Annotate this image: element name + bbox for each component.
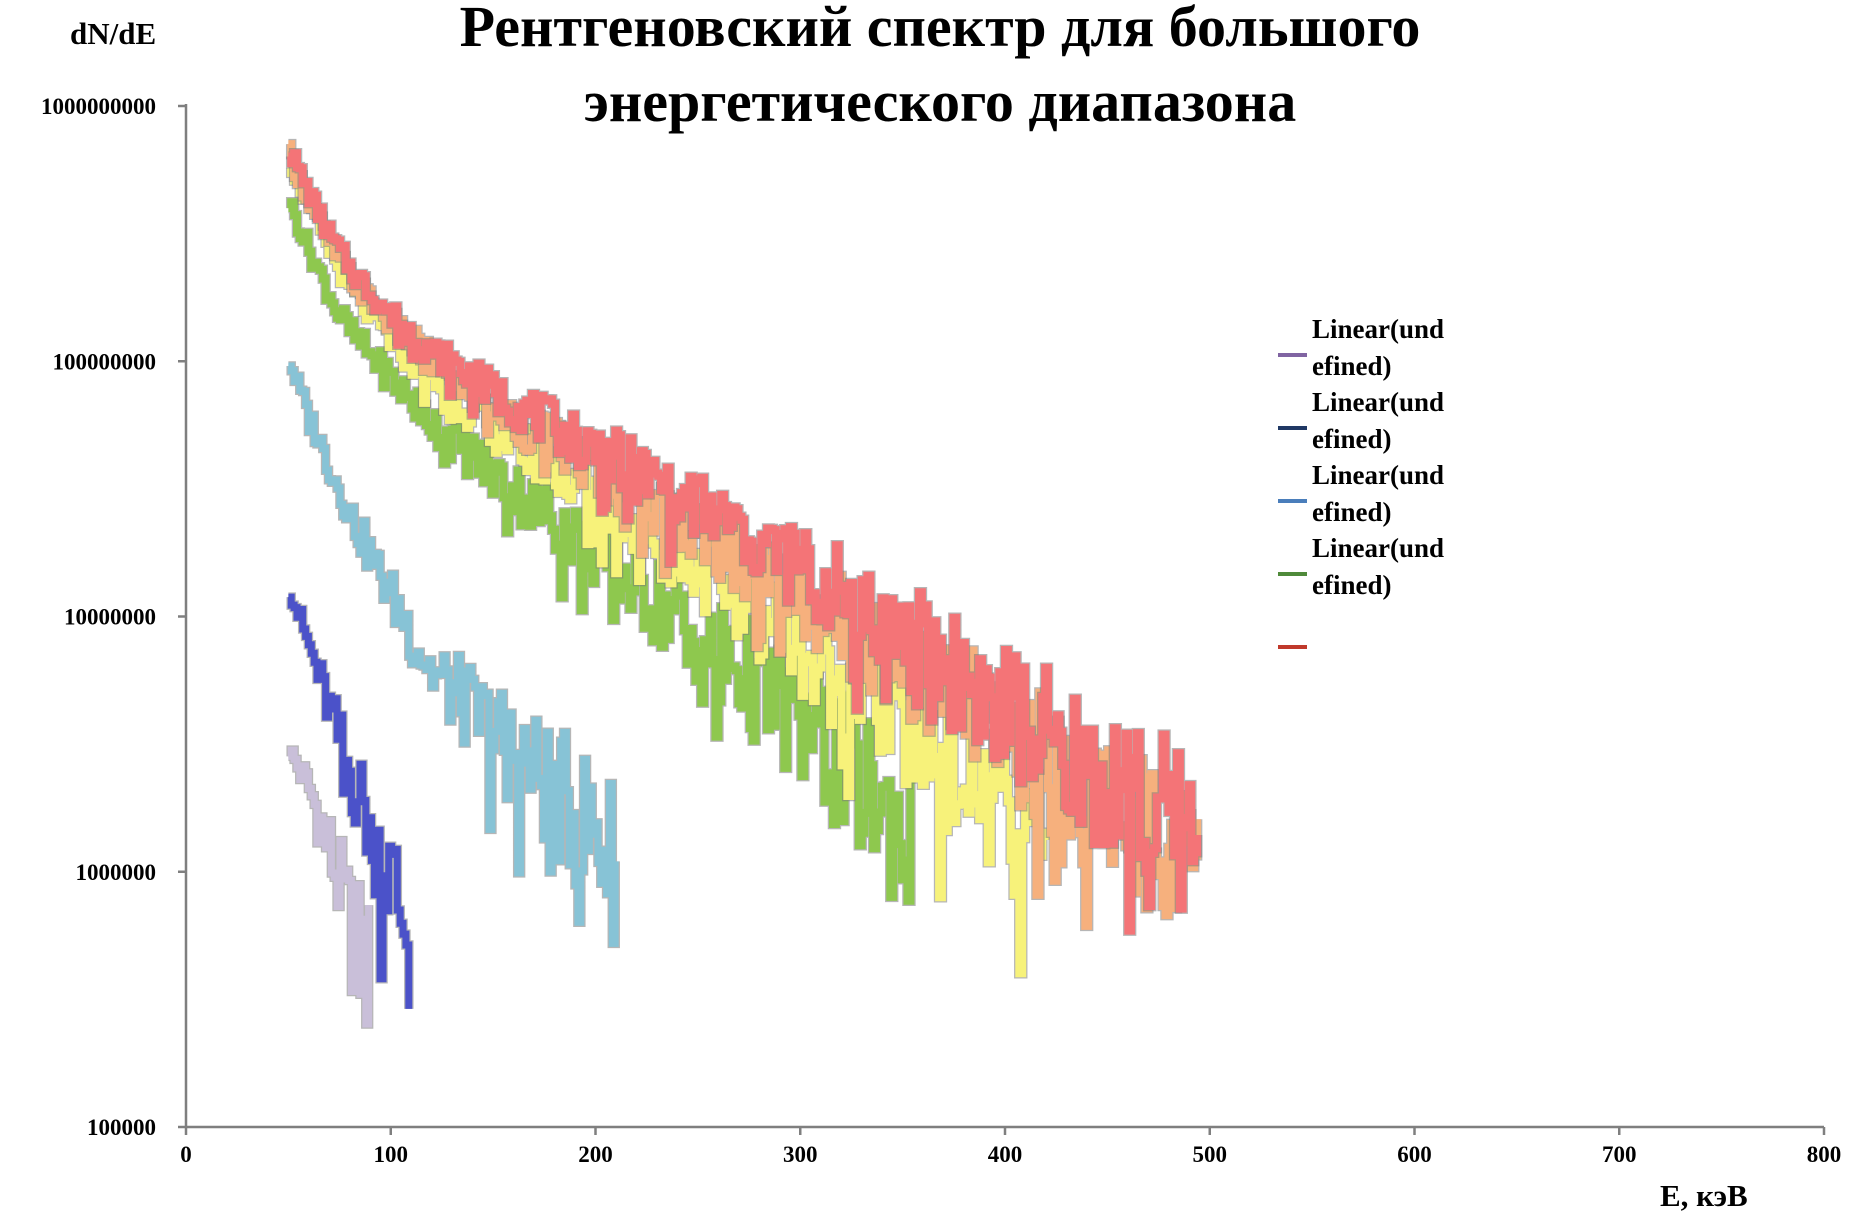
- y-tick-label: 100000: [87, 1115, 156, 1140]
- x-axis-label: E, кэВ: [1660, 1178, 1748, 1213]
- x-tick-label: 100: [374, 1142, 409, 1167]
- legend-label-2-line-2: efined): [1312, 424, 1391, 454]
- series-2-line: [287, 593, 413, 1009]
- legend-label-1-line-1: Linear(und: [1312, 314, 1444, 344]
- legend-label-2-line-1: Linear(und: [1312, 387, 1444, 417]
- legend-label-3-line-1: Linear(und: [1312, 460, 1444, 490]
- legend-label-1-line-2: efined): [1312, 351, 1391, 381]
- x-tick-label: 500: [1193, 1142, 1228, 1167]
- legend-label-3-line-2: efined): [1312, 497, 1391, 527]
- x-tick-label: 200: [578, 1142, 613, 1167]
- chart-title-line-1: Рентгеновский спектр для большого: [460, 0, 1421, 59]
- plot-area: [285, 138, 1203, 1029]
- axes: 0 100 200 300 400 500 600 700 800 100000 1000000 10…: [41, 94, 1841, 1167]
- y-axis-label: dN/dE: [70, 16, 156, 51]
- series-3-line: [287, 362, 619, 947]
- y-tick-label: 1000000000: [41, 94, 156, 119]
- y-tick-label: 10000000: [64, 605, 156, 630]
- series-1-line: [287, 746, 373, 1028]
- x-tick-label: 300: [783, 1142, 818, 1167]
- legend: Linear(und efined) Linear(und efined) Linear…: [1278, 314, 1444, 649]
- y-tick-label: 100000000: [53, 349, 157, 374]
- y-tick-label: 1000000: [76, 860, 157, 885]
- x-tick-label: 600: [1397, 1142, 1432, 1167]
- legend-label-4-line-2: efined): [1312, 570, 1391, 600]
- x-tick-label: 400: [988, 1142, 1023, 1167]
- x-tick-label: 800: [1807, 1142, 1842, 1167]
- legend-label-4-line-1: Linear(und: [1312, 533, 1444, 563]
- chart-title-line-2: энергетического диапазона: [584, 69, 1296, 134]
- series-7-line: [287, 149, 1202, 935]
- x-tick-label: 0: [180, 1142, 192, 1167]
- x-tick-label: 700: [1602, 1142, 1637, 1167]
